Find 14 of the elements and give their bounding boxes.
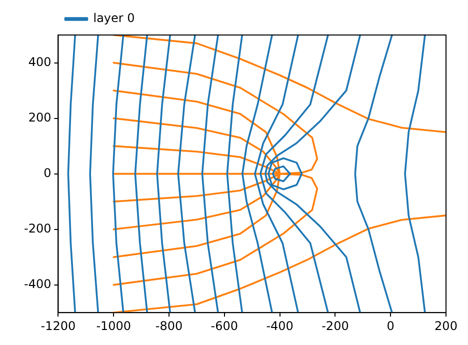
y-tick-label: 200 (28, 110, 52, 124)
x-tick-label: 200 (434, 318, 458, 333)
x-tick-label: -1000 (96, 318, 132, 333)
y-tick-label: 400 (28, 54, 52, 69)
x-tick-label: 0 (386, 318, 394, 333)
x-tick-label: -200 (322, 318, 349, 333)
y-tick-label: 0 (44, 166, 52, 180)
x-tick-label: -600 (210, 318, 238, 333)
legend-label: layer 0 (93, 11, 135, 26)
x-tick-label: -400 (266, 318, 294, 333)
y-tick-label: -400 (24, 276, 52, 291)
y-tick-label: -200 (24, 221, 52, 236)
x-tick-label: -1200 (40, 318, 76, 333)
x-tick-label: -800 (155, 318, 183, 333)
